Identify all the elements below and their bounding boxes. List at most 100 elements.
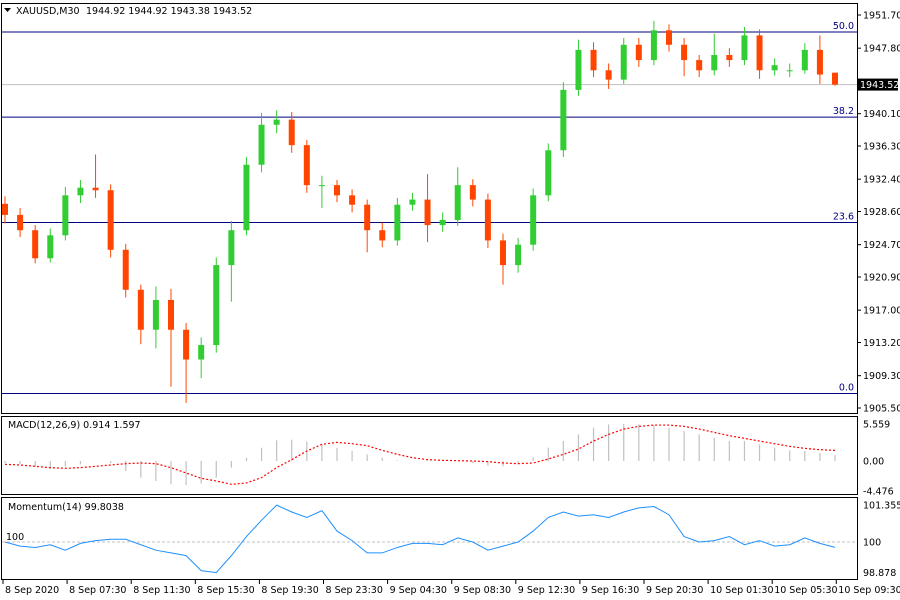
candle-body [469,185,476,200]
time-axis: 8 Sep 2020 8 Sep 07:30 8 Sep 11:30 8 Sep 15… [2,579,900,596]
candle-body [786,70,793,72]
macd-title: MACD(12,26,9) 0.914 1.597 [8,420,141,431]
candle-body [62,195,69,236]
candle-body [77,187,84,196]
price-tick-label: 1913.20 [863,338,900,349]
candle-body [107,190,114,250]
time-tick-label: 9 Sep 16:30 [582,585,639,596]
candle-body [228,230,235,266]
time-tick-label: 9 Sep 12:30 [518,585,575,596]
candle-body [17,214,24,231]
momentum-tick-label: 101.3558 [863,501,900,512]
price-tick-label: 1905.50 [863,404,900,415]
time-tick-label: 9 Sep 08:30 [454,585,511,596]
candle-body [832,72,838,85]
candle-body [545,150,552,196]
fib-level-label: 23.6 [833,212,854,223]
fib-level-label: 38.2 [833,106,854,117]
candle-body [303,145,310,186]
candle-body [726,54,733,61]
fib-level-label: 0.0 [839,383,854,394]
time-tick-label: 8 Sep 23:30 [326,585,383,596]
candle-body [605,70,612,80]
candle-body [771,65,778,71]
candle-body [454,185,461,221]
price-tick-label: 1932.40 [863,175,900,186]
candle-body [681,44,688,61]
candle-body [122,249,129,290]
candle-body [484,199,491,241]
candle-body [635,44,642,61]
macd-panel-frame [1,416,858,495]
candle-body [92,187,99,191]
candle-body [696,60,703,71]
candle-body [2,203,8,215]
candle-body [183,329,190,360]
candle-body [530,195,537,245]
time-tick-label: 9 Sep 04:30 [390,585,447,596]
candle-body [288,119,295,146]
price-tick-label: 1947.80 [863,44,900,55]
time-tick-label: 8 Sep 2020 [5,585,59,596]
current-price-label: 1943.52 [860,80,899,91]
candle-body [666,30,672,45]
candle-body [47,235,54,259]
chart-header-ohlc: 1944.92 1944.92 1943.38 1943.52 [86,6,252,17]
candle-body [560,89,567,151]
candle-body [32,230,39,259]
time-tick-label: 10 Sep 05:30 [774,585,837,596]
price-tick-label: 1909.30 [863,371,900,382]
candle-body [741,35,748,61]
price-tick-label: 1936.30 [863,142,900,153]
candle-body [137,289,144,330]
candle-body [394,204,401,241]
candle-body [424,199,431,226]
candle-body [711,54,718,71]
time-tick-label: 8 Sep 11:30 [133,585,190,596]
candle-body [258,124,265,165]
candle-body [349,195,356,205]
momentum-panel[interactable]: 101.3558 100 98.878 [2,501,900,580]
candle-body [243,164,250,231]
price-panel-frame [1,3,858,414]
price-tick-label: 1917.00 [863,306,900,317]
candle-body [620,44,627,80]
candle-body [590,49,597,71]
momentum-reference-label: 100 [6,532,24,543]
time-tick-label: 10 Sep 09:30 [838,585,900,596]
time-tick-label: 9 Sep 20:30 [646,585,703,596]
macd-tick-label: 5.559 [863,420,890,431]
macd-tick-label: -4.476 [863,486,894,497]
macd-tick-label: 0.00 [863,457,884,468]
chart-header-symbol: XAUUSD,M30 [16,6,80,17]
triangle-down-icon[interactable] [4,8,11,12]
price-panel[interactable]: 1951.70 1947.80 1940.10 1936.30 1932.40 1928.… [2,11,900,415]
price-tick-label: 1928.60 [863,207,900,218]
macd-signal-line [4,424,836,485]
candle-body [756,35,763,71]
candle-body [515,244,522,266]
candle-body [816,49,823,75]
candle-body [318,185,325,187]
candle-body [168,299,174,330]
current-price-badge [858,78,898,91]
candle-body [364,204,371,231]
candle-body [801,49,808,71]
macd-panel[interactable]: 5.559 0.00 -4.476 [4,420,894,498]
candle-body [213,265,220,346]
price-tick-label: 1951.70 [863,11,900,22]
momentum-panel-frame [1,497,858,580]
momentum-line [4,504,836,574]
candle-body [575,49,582,90]
candle-body [379,230,386,241]
time-tick-label: 8 Sep 15:30 [197,585,254,596]
price-tick-label: 1920.90 [863,273,900,284]
momentum-tick-label: 98.878 [863,568,896,579]
momentum-title: Momentum(14) 99.8038 [8,502,124,513]
candle-body [152,299,159,330]
candle-body [650,30,657,61]
time-tick-label: 8 Sep 19:30 [261,585,318,596]
candle-body [273,119,280,125]
time-tick-label: 8 Sep 07:30 [69,585,126,596]
